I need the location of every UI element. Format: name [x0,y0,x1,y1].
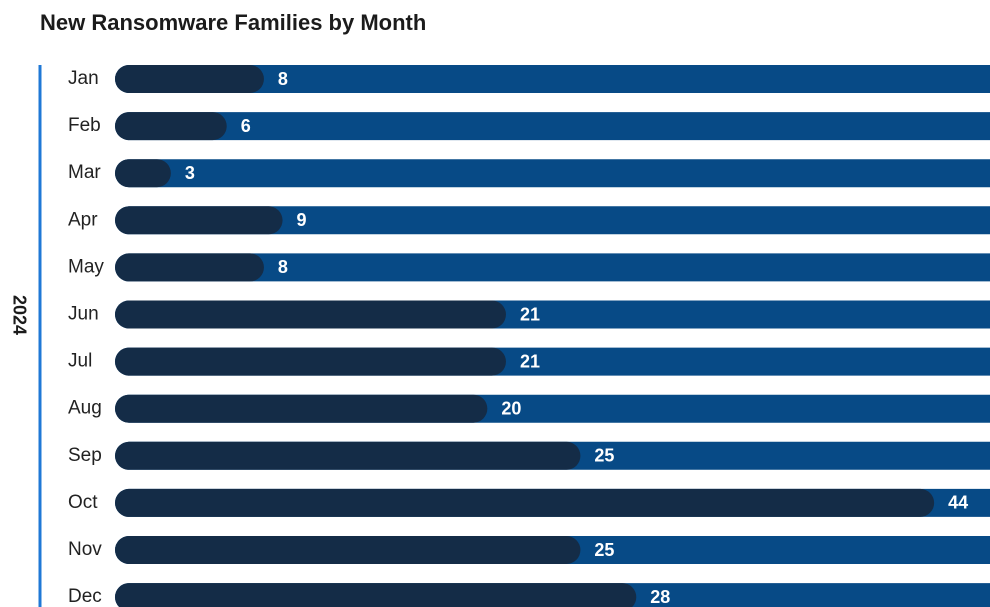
bar [115,394,488,423]
y-tick-label: Oct [68,492,98,513]
bar [115,159,171,188]
bar [115,300,506,329]
y-tick-label: Jul [68,351,92,372]
bar [115,347,506,376]
value-label: 28 [650,587,670,607]
bar-track [115,65,990,93]
bar [115,488,935,517]
chart-title: New Ransomware Families by Month [40,10,426,35]
bar-track [115,112,990,141]
y-tick-label: Dec [68,586,102,607]
value-label: 25 [594,446,614,466]
value-label: 21 [520,351,540,371]
value-label: 9 [297,210,307,230]
y-tick-label: Sep [68,445,102,466]
value-label: 6 [241,116,251,136]
value-label: 8 [278,257,288,277]
value-label: 3 [185,163,195,183]
value-label: 44 [948,493,968,513]
bar [115,206,283,235]
bar-track [115,253,990,282]
bar [115,253,264,282]
bar [115,536,581,564]
bar-track [115,159,990,188]
y-tick-label: Feb [68,115,101,136]
y-tick-label: Nov [68,539,102,560]
bar [115,112,227,141]
y-tick-label: Aug [68,398,102,419]
bar-track [115,206,990,235]
value-label: 25 [594,540,614,560]
value-label: 20 [501,398,521,418]
value-label: 8 [278,69,288,89]
y-tick-label: May [68,256,104,277]
group-label: 2024 [9,295,29,335]
bar [115,583,637,607]
y-tick-label: Jan [68,68,99,89]
value-label: 21 [520,304,540,324]
y-tick-label: Apr [68,209,98,230]
y-tick-label: Jun [68,304,99,325]
y-tick-label: Mar [68,162,101,183]
bar [115,441,581,470]
bar [115,65,264,93]
